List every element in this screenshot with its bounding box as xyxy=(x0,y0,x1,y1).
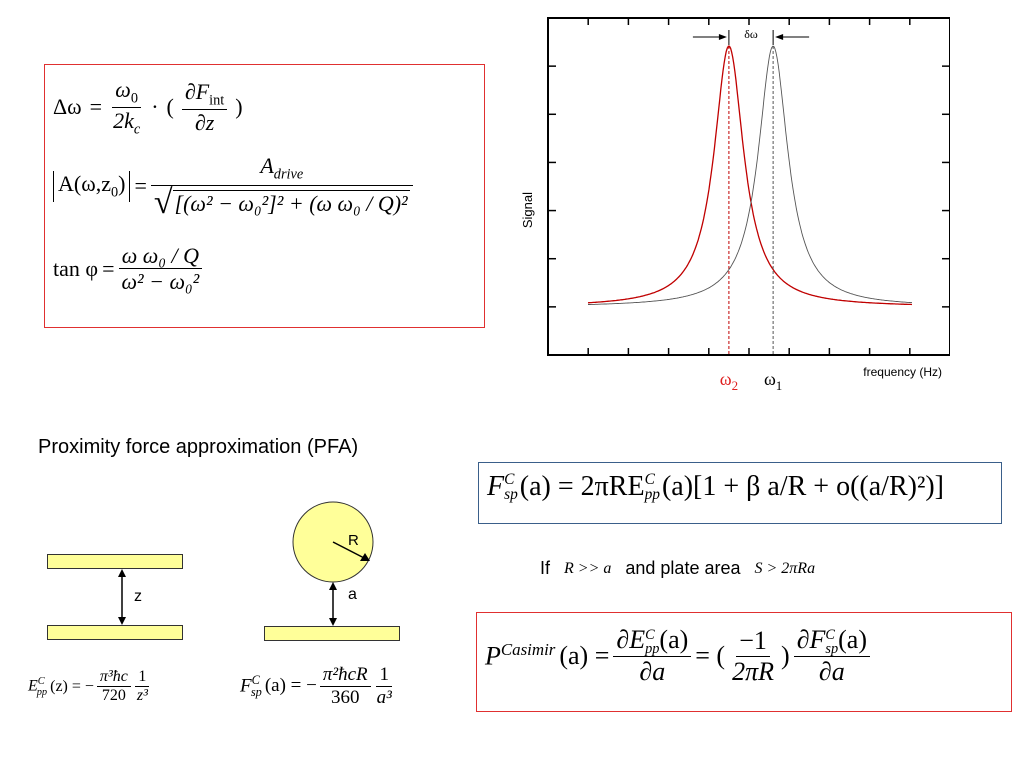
resonance-chart: δω Signal frequency (Hz) ω2 ω1 xyxy=(520,17,950,393)
y-axis-label: Signal xyxy=(520,192,535,228)
sphere-plate-geometry xyxy=(292,501,374,626)
sphere-plate-force-equation: FCsp (a) = − π²ħcR 360 1 a³ xyxy=(240,664,392,708)
force-gradient-fraction: ∂Fint ∂z xyxy=(181,79,228,135)
omega-2-label: ω2 xyxy=(720,369,738,393)
amplitude-fraction: Adrive √ [(ω² − ω₀²]² + (ω ω₀ / Q)² xyxy=(150,153,413,220)
sphere-gap-label: a xyxy=(348,586,357,603)
delta-omega-arrowhead-left xyxy=(718,34,727,40)
delta-omega-label: δω xyxy=(744,27,758,41)
pfa-condition: If R >> a and plate area S > 2πRa xyxy=(540,558,816,578)
radius-label: R xyxy=(348,532,359,549)
sphere-lower-plate xyxy=(264,626,400,641)
series-line-2 xyxy=(588,45,912,305)
upper-plate xyxy=(47,554,183,569)
delta-omega-fraction: ω0 2kc xyxy=(112,77,141,138)
plate-gap-label: z xyxy=(134,588,142,605)
phase-equation: tan φ = ω ω₀ / Q ω² − ω₀² xyxy=(53,243,202,295)
series-line-1 xyxy=(587,45,913,306)
x-axis-label: frequency (Hz) xyxy=(863,365,942,379)
amplitude-equation: A(ω,z0) = Adrive √ [(ω² − ω₀²]² + (ω ω₀ … xyxy=(53,153,413,220)
omega-1-label: ω1 xyxy=(764,369,782,393)
plate-plate-energy-equation: ECpp (z) = − π³ħc 720 1 z³ xyxy=(28,668,150,705)
lower-plate xyxy=(47,625,183,640)
delta-omega-equation: Δω = ω0 2kc · ( ∂Fint ∂z ) xyxy=(53,77,243,138)
plate-gap-arrow xyxy=(118,569,126,625)
pfa-heading: Proximity force approximation (PFA) xyxy=(38,436,359,458)
phase-fraction: ω ω₀ / Q ω² − ω₀² xyxy=(118,243,203,295)
resonance-equations-box: Δω = ω0 2kc · ( ∂Fint ∂z ) A(ω,z0) = Adr… xyxy=(44,64,485,328)
delta-omega-arrowhead-right xyxy=(775,34,784,40)
radius-arrow xyxy=(332,541,369,561)
